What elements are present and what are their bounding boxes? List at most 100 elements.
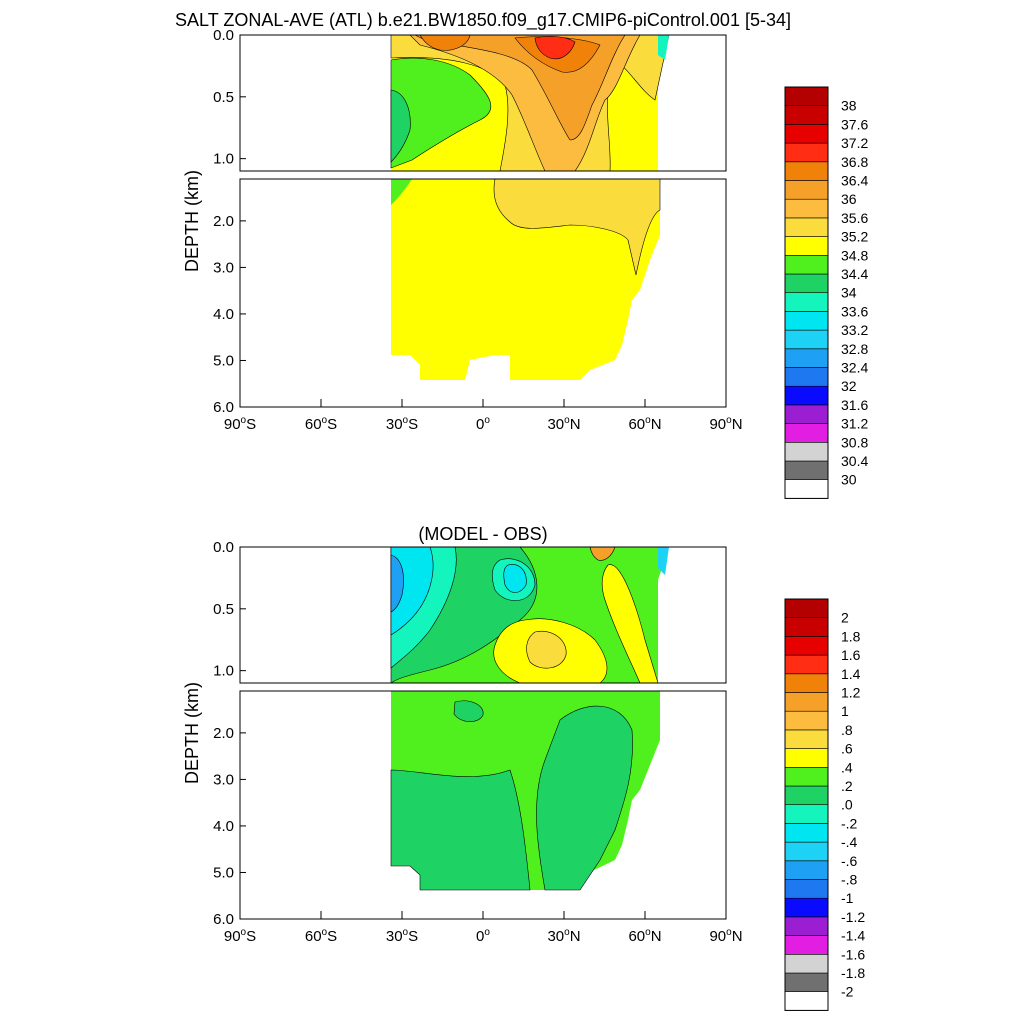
diff-colorbar-label: 1.2	[841, 685, 861, 701]
model-y-tick-label: 2.0	[213, 213, 234, 230]
model-x-tick-label: 90oS	[224, 415, 256, 433]
diff-colorbar-swatch	[784, 598, 829, 619]
model-colorbar-label: 31.6	[841, 397, 868, 413]
model-colorbar-label: 34.8	[841, 247, 868, 263]
model-colorbar-swatch	[784, 198, 829, 219]
diff-colorbar-swatch	[784, 823, 829, 843]
model-colorbar-swatch	[784, 161, 829, 181]
diff-colorbar-swatch	[784, 860, 829, 880]
diff-colorbar-label: -1.4	[841, 928, 865, 944]
diff-colorbar-label: .2	[841, 778, 853, 794]
model-y-tick-label: 0.5	[213, 89, 234, 106]
diff-colorbar-label: -1.6	[841, 946, 865, 962]
model-x-tick-label: 60oN	[628, 415, 661, 433]
diff-field-cyan	[390, 547, 527, 636]
model-y-tick-label: 5.0	[213, 352, 234, 369]
diff-y-tick-label: 1.0	[213, 663, 234, 680]
diff-colorbar-label: -1.2	[841, 909, 865, 925]
diff-upper-field	[390, 547, 669, 683]
diff-colorbar-swatch	[784, 916, 829, 936]
diff-colorbar-label: -1.8	[841, 965, 865, 981]
model-colorbar-swatch	[784, 180, 829, 200]
diff-x-tick-label: 60oS	[305, 927, 337, 945]
model-colorbar-swatch	[784, 105, 829, 125]
model-colorbar-label: 35.6	[841, 210, 868, 226]
model-x-tick-label: 0o	[476, 415, 490, 433]
model-colorbar-label: 32.4	[841, 360, 868, 376]
diff-colorbar-label: 1	[841, 703, 849, 719]
model-deep-base	[391, 179, 660, 380]
diff-deep-green-dk	[390, 705, 633, 891]
model-colorbar-swatch	[784, 142, 829, 163]
model-colorbar-label: 34.4	[841, 266, 868, 282]
diff-x-tick-label: 90oS	[224, 927, 256, 945]
model-deep-green	[391, 179, 412, 205]
model-colorbar-label: 37.6	[841, 116, 868, 132]
diff-colorbar-swatch	[784, 748, 829, 768]
model-colorbar-swatch	[784, 423, 829, 443]
diff-colorbar-label: -.8	[841, 872, 858, 888]
model-panel	[239, 34, 727, 408]
diff-x-tick-label: 90oN	[709, 927, 742, 945]
model-upper-field	[390, 35, 670, 171]
model-colorbar-swatch	[784, 86, 829, 107]
diff-colorbar-label: -.6	[841, 853, 858, 869]
diff-upper-frame	[239, 546, 727, 684]
model-upper-frame	[239, 34, 727, 172]
model-x-tick-label: 60oS	[305, 415, 337, 433]
model-x-tick-label: 30oN	[547, 415, 580, 433]
model-colorbar-label: 30	[841, 472, 857, 488]
model-colorbar-swatch	[784, 236, 829, 256]
model-y-tick-label: 4.0	[213, 306, 234, 323]
diff-y-tick-label: 0.5	[213, 601, 234, 618]
diff-colorbar-label: 1.8	[841, 628, 861, 644]
diff-colorbar-swatch	[784, 636, 829, 656]
diff-panel-title: (MODEL - OBS)	[418, 524, 547, 544]
axes-layer: 90oS 60oS 30oS 0o 30oN 60oN 90oN0.00.51.02.03.…	[182, 27, 868, 1011]
model-y-axis-label: DEPTH (km)	[182, 170, 202, 272]
diff-colorbar-swatch	[784, 953, 829, 974]
diff-colorbar-swatch	[784, 617, 829, 637]
diff-colorbar-swatch	[784, 785, 829, 806]
model-colorbar-label: 34	[841, 285, 857, 301]
diff-colorbar-label: -.4	[841, 834, 858, 850]
model-colorbar-swatch	[784, 311, 829, 331]
model-y-tick-label: 1.0	[213, 151, 234, 168]
diff-x-tick-label: 0o	[476, 927, 490, 945]
model-lower-field	[391, 179, 661, 380]
diff-colorbar-label: -2	[841, 984, 854, 1000]
model-field-green-dark	[390, 89, 411, 163]
diff-colorbar-swatch	[784, 972, 829, 993]
diff-colorbar-swatch	[784, 766, 829, 787]
model-colorbar-label: 30.4	[841, 453, 868, 469]
model-colorbar-swatch	[784, 367, 829, 387]
model-colorbar-swatch	[784, 348, 829, 368]
model-colorbar-swatch	[784, 385, 829, 406]
model-colorbar-label: 30.8	[841, 434, 868, 450]
diff-y-tick-label: 5.0	[213, 864, 234, 881]
model-colorbar-label: 32	[841, 378, 857, 394]
model-deep-orange-lt	[493, 179, 661, 276]
model-colorbar-label: 38	[841, 98, 857, 114]
model-field-green	[390, 57, 492, 169]
diff-colorbar-swatch	[784, 654, 829, 675]
diff-y-tick-label: 3.0	[213, 771, 234, 788]
model-colorbar-label: 36.4	[841, 173, 868, 189]
diff-colorbar-swatch	[784, 673, 829, 693]
model-colorbar-swatch	[784, 273, 829, 294]
diff-colorbar-label: .8	[841, 722, 853, 738]
diff-colorbar-swatch	[784, 991, 829, 1011]
diff-colorbar-swatch	[784, 879, 829, 899]
model-colorbar-swatch	[784, 479, 829, 499]
diff-x-tick-label: 30oN	[547, 927, 580, 945]
diff-field-blue	[390, 554, 404, 613]
figure-title: SALT ZONAL-AVE (ATL) b.e21.BW1850.f09_g1…	[175, 10, 791, 31]
model-colorbar-swatch	[784, 404, 829, 424]
diff-y-tick-label: 6.0	[213, 911, 234, 928]
model-colorbar-label: 35.2	[841, 229, 868, 245]
diff-colorbar-label: 1.6	[841, 647, 861, 663]
diff-colorbar-swatch	[784, 710, 829, 731]
model-colorbar-swatch	[784, 292, 829, 312]
diff-colorbar-label: 1.4	[841, 666, 861, 682]
diff-field-edge	[658, 547, 669, 575]
